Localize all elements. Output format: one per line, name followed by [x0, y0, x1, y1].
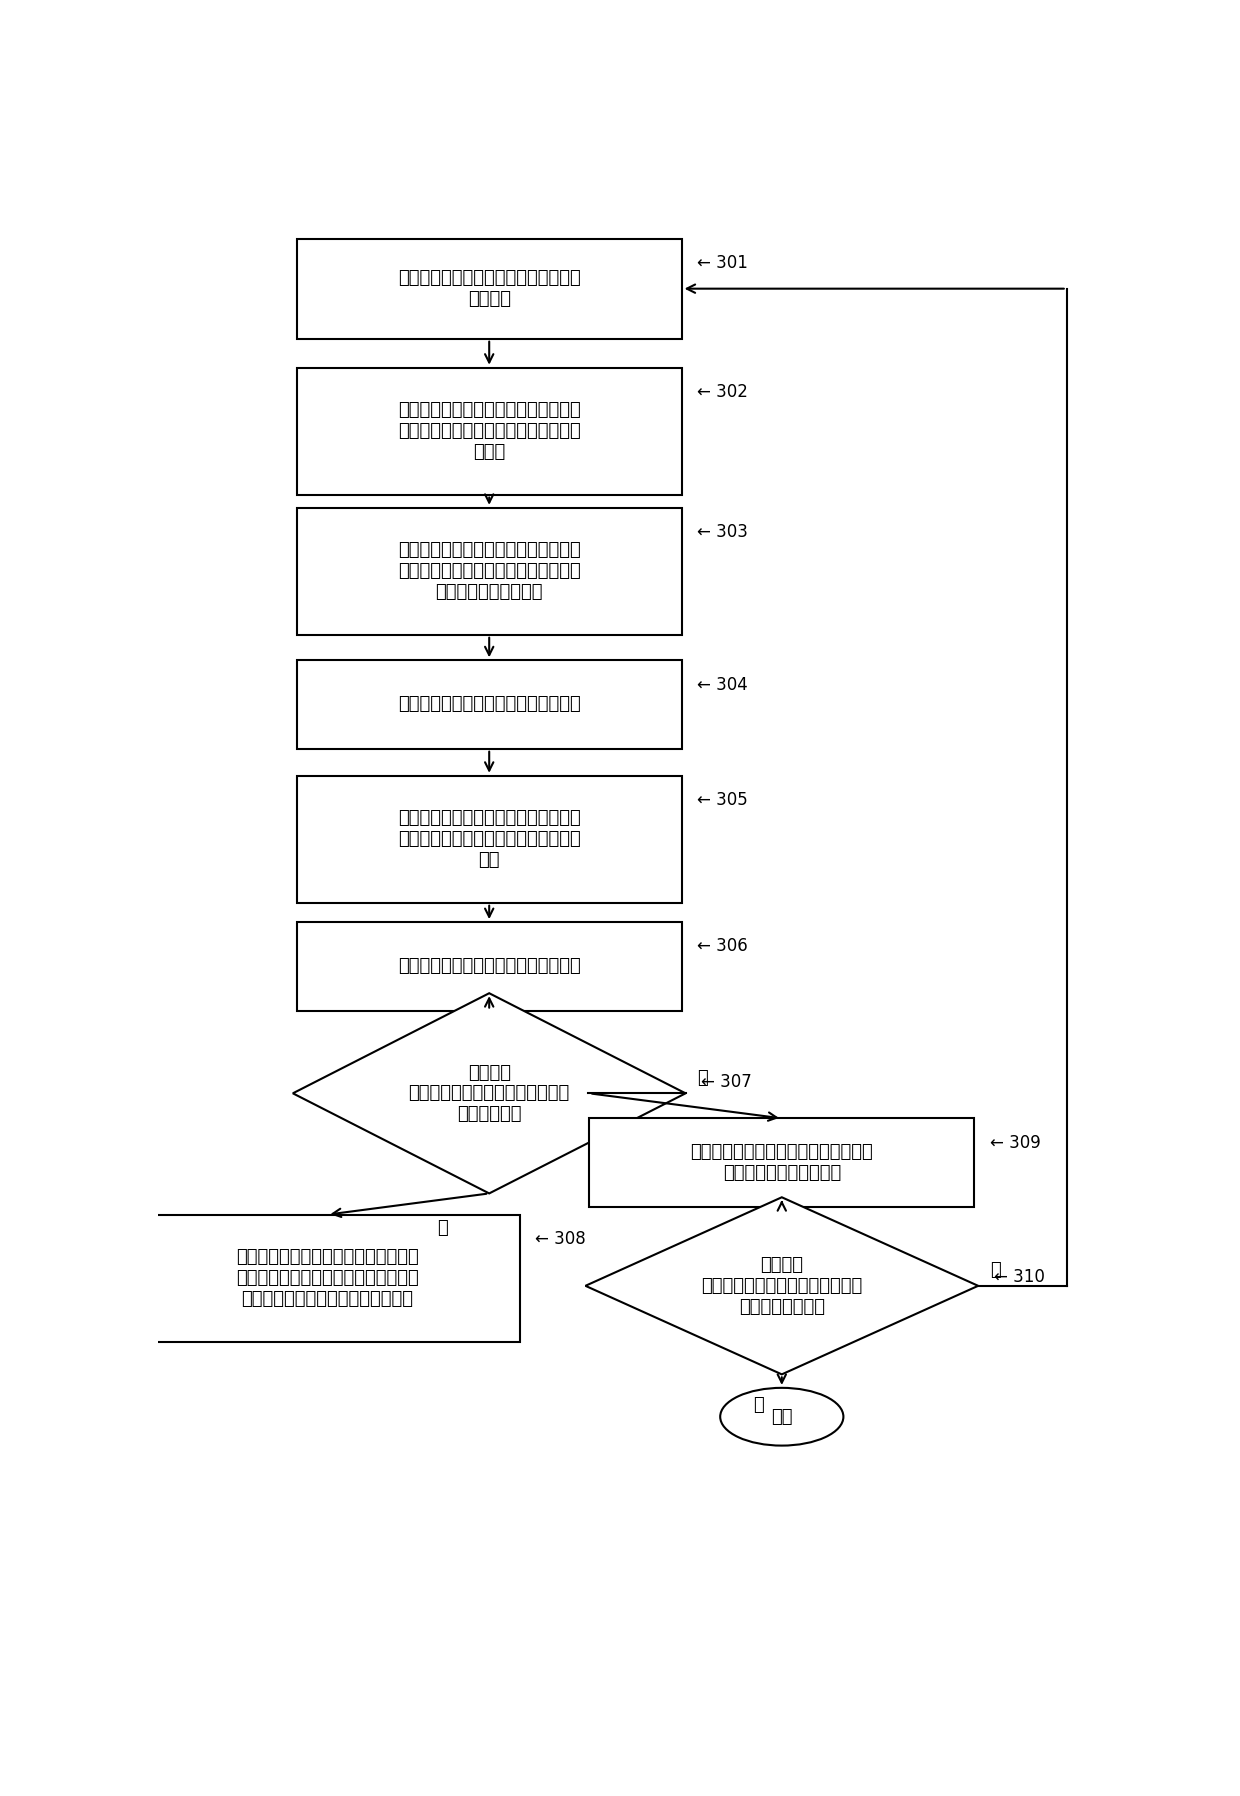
Text: ← 307: ← 307: [701, 1074, 751, 1092]
Ellipse shape: [720, 1388, 843, 1446]
Text: ← 306: ← 306: [697, 938, 748, 955]
Text: 智能门锁根据第二控制指令，在智能门
锁同步存储信息中删除当前用户的相关
信息: 智能门锁根据第二控制指令，在智能门 锁同步存储信息中删除当前用户的相关 信息: [398, 810, 580, 869]
Text: 智能门锁向控制终端发送设置反馈信息: 智能门锁向控制终端发送设置反馈信息: [398, 957, 580, 975]
Text: ← 302: ← 302: [697, 383, 748, 401]
FancyBboxPatch shape: [296, 239, 682, 339]
Text: ← 301: ← 301: [697, 253, 748, 271]
FancyBboxPatch shape: [296, 368, 682, 494]
Text: 是: 是: [990, 1261, 1001, 1279]
FancyBboxPatch shape: [296, 661, 682, 749]
Text: ← 309: ← 309: [990, 1133, 1040, 1151]
Text: 控制终端获取删除当前用户信息的第二
请求信息: 控制终端获取删除当前用户信息的第二 请求信息: [398, 269, 580, 309]
Text: ← 305: ← 305: [697, 790, 748, 808]
Text: ← 310: ← 310: [993, 1268, 1044, 1286]
Text: ← 308: ← 308: [536, 1230, 587, 1248]
Text: 是: 是: [438, 1219, 449, 1237]
FancyBboxPatch shape: [296, 508, 682, 634]
Text: ← 303: ← 303: [697, 523, 748, 541]
FancyBboxPatch shape: [296, 776, 682, 903]
Text: 控制终端根据从人机交互界面上输入的
删除触发指令信息，生成与第二请求信
息对应的第二控制指令: 控制终端根据从人机交互界面上输入的 删除触发指令信息，生成与第二请求信 息对应的…: [398, 541, 580, 602]
FancyBboxPatch shape: [589, 1119, 975, 1207]
Text: ← 304: ← 304: [697, 675, 748, 693]
Text: 控制终端
判断接收的设置反馈信息是否为成
功反馈信息？: 控制终端 判断接收的设置反馈信息是否为成 功反馈信息？: [408, 1063, 570, 1122]
FancyBboxPatch shape: [135, 1214, 520, 1342]
Polygon shape: [585, 1198, 978, 1374]
FancyBboxPatch shape: [296, 921, 682, 1011]
Text: 结束: 结束: [771, 1408, 792, 1426]
Text: 否: 否: [754, 1395, 764, 1413]
Text: 控制终端进行重新设置的提示，并接收
输入的用户提示确认信息: 控制终端进行重新设置的提示，并接收 输入的用户提示确认信息: [691, 1144, 873, 1182]
Text: 否: 否: [697, 1069, 708, 1087]
Text: 控制终端根据设置成功反馈信息，更新
智能门锁同步存储信息，并将更新后的
智能门锁同步存储信息上传给服务器: 控制终端根据设置成功反馈信息，更新 智能门锁同步存储信息，并将更新后的 智能门锁…: [236, 1248, 419, 1307]
Text: 控制终端
判断用户提示确认信息是否为重新
设置确认信息时？: 控制终端 判断用户提示确认信息是否为重新 设置确认信息时？: [701, 1255, 863, 1316]
Polygon shape: [293, 993, 686, 1193]
Text: 控制终端在人机交互界面上呈现根据智
能门锁同步存储信息形成的用户信息列
表信息: 控制终端在人机交互界面上呈现根据智 能门锁同步存储信息形成的用户信息列 表信息: [398, 401, 580, 462]
Text: 控制终端向智能门锁发送第二控制指令: 控制终端向智能门锁发送第二控制指令: [398, 695, 580, 713]
